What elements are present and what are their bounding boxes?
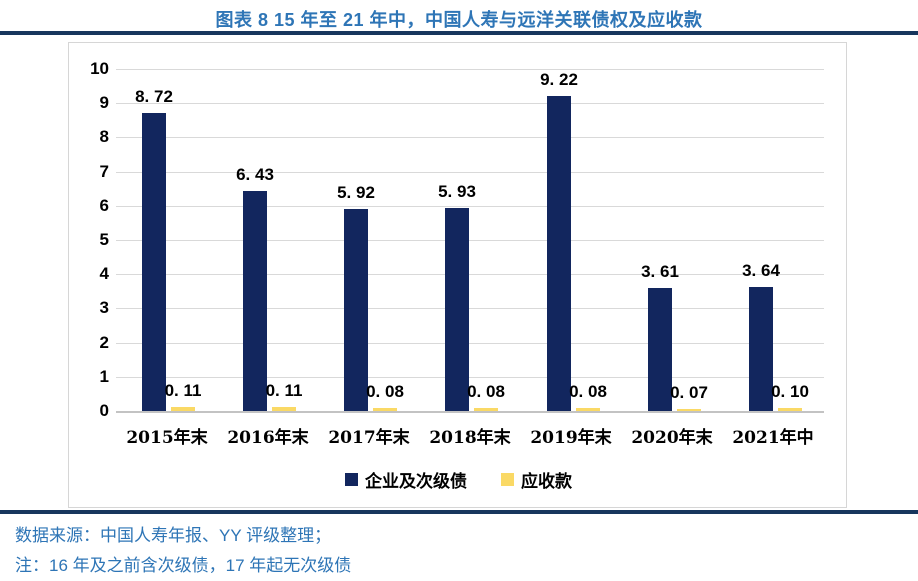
y-axis-label: 2: [99, 333, 109, 352]
bar: [373, 408, 397, 411]
value-label: 0. 07: [670, 383, 708, 402]
x-axis-label: 2020年末: [631, 428, 713, 448]
bar: [576, 408, 600, 411]
value-label: 0. 11: [265, 381, 303, 400]
y-axis-label: 1: [99, 367, 109, 386]
x-axis-label: 2021年中: [732, 428, 814, 448]
bottom-divider-rule: [0, 510, 918, 514]
x-axis-label: 2015年末: [126, 428, 208, 448]
bar: [677, 409, 701, 411]
y-axis-label: 5: [99, 230, 109, 249]
value-label: 0. 08: [569, 382, 607, 401]
gridline: [116, 240, 824, 241]
legend-item-corporate-subordinated-debt: 企业及次级债: [345, 467, 467, 492]
data-source-text: 数据来源：中国人寿年报、YY 评级整理；: [15, 526, 332, 545]
bar: [344, 209, 368, 411]
bar: [474, 408, 498, 411]
gridline: [116, 274, 824, 275]
bar: [171, 407, 195, 411]
y-axis-label: 3: [99, 298, 109, 317]
gridline: [116, 137, 824, 138]
y-axis-label: 8: [99, 127, 109, 146]
gridline: [116, 343, 824, 344]
chart-legend: 企业及次级债 应收款: [69, 467, 848, 492]
bar: [749, 287, 773, 411]
value-label: 0. 11: [164, 381, 202, 400]
x-axis-label: 2019年末: [530, 428, 612, 448]
legend-label: 应收款: [521, 472, 572, 492]
x-axis-label: 2016年末: [227, 428, 309, 448]
value-label: 0. 08: [467, 382, 505, 401]
value-label: 5. 93: [438, 182, 476, 201]
bar: [142, 113, 166, 411]
gridline: [116, 377, 824, 378]
bar: [243, 191, 267, 411]
bar: [648, 288, 672, 411]
legend-item-receivables: 应收款: [501, 467, 572, 492]
chart-title: 图表 8 15 年至 21 年中，中国人寿与远洋关联债权及应收款: [215, 10, 703, 30]
value-label: 3. 61: [641, 262, 679, 281]
y-axis-label: 4: [99, 264, 109, 283]
x-axis-label: 2018年末: [429, 428, 511, 448]
bar: [445, 208, 469, 411]
value-label: 3. 64: [742, 261, 780, 280]
gold-swatch-icon: [501, 473, 514, 486]
value-label: 0. 08: [366, 382, 404, 401]
gridline: [116, 206, 824, 207]
footnote-text: 注：16 年及之前含次级债，17 年起无次级债: [15, 556, 352, 575]
gridline: [116, 172, 824, 173]
value-label: 6. 43: [236, 165, 274, 184]
y-axis-label: 0: [99, 401, 109, 420]
bar: [778, 408, 802, 411]
bar: [272, 407, 296, 411]
value-label: 0. 10: [771, 382, 809, 401]
gridline: [116, 103, 824, 104]
y-axis-label: 10: [90, 59, 109, 78]
bar: [547, 96, 571, 411]
legend-label: 企业及次级债: [365, 472, 467, 492]
x-axis-label: 2017年末: [328, 428, 410, 448]
y-axis-label: 6: [99, 196, 109, 215]
top-divider-rule: [0, 31, 918, 35]
navy-swatch-icon: [345, 473, 358, 486]
value-label: 5. 92: [337, 183, 375, 202]
y-axis-label: 9: [99, 93, 109, 112]
value-label: 8. 72: [135, 87, 173, 106]
x-axis-baseline: [116, 411, 824, 413]
value-label: 9. 22: [540, 70, 578, 89]
gridline: [116, 69, 824, 70]
plot-area: 0 1 2 3 4 5 6 7 8 9 10 8. 72 0. 11 2015年末 6. 43 0. 11 20…: [69, 43, 848, 509]
chart-frame: 0 1 2 3 4 5 6 7 8 9 10 8. 72 0. 11 2015年末 6. 43 0. 11 20…: [68, 42, 847, 508]
y-axis-label: 7: [99, 162, 109, 181]
gridline: [116, 308, 824, 309]
